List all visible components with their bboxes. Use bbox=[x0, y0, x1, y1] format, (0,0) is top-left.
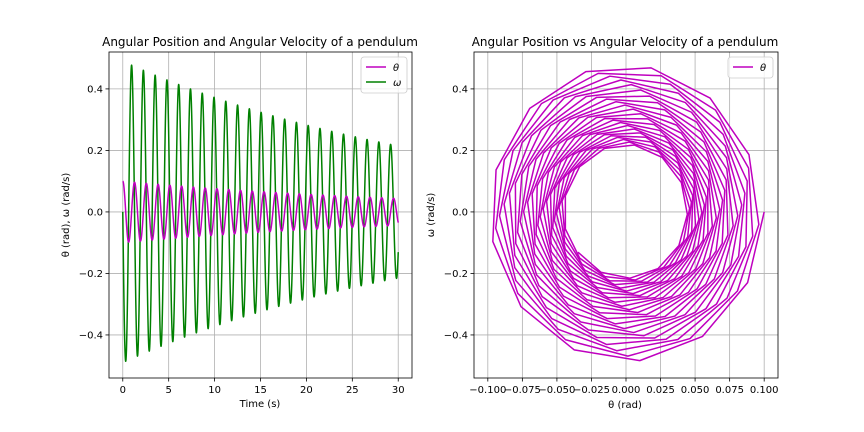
chart-left-plot bbox=[122, 64, 399, 362]
chart-right-xtick-label: −0.075 bbox=[504, 385, 541, 396]
chart-right-xtick-label: −0.100 bbox=[469, 385, 506, 396]
chart-left-ytick-label: 0.4 bbox=[87, 84, 103, 95]
chart-left-ytick-label: −0.2 bbox=[79, 269, 103, 280]
legend-box bbox=[360, 56, 408, 94]
chart-right-xtick-label: −0.050 bbox=[538, 385, 575, 396]
chart-right: Angular Position vs Angular Velocity of … bbox=[426, 35, 779, 411]
chart-right-ytick-label: 0.0 bbox=[452, 207, 468, 218]
chart-right-xlabel: θ (rad) bbox=[608, 400, 642, 411]
chart-left-ylabel: θ (rad), ω (rad/s) bbox=[61, 173, 72, 258]
chart-right-xtick-label: 0.050 bbox=[681, 385, 710, 396]
chart-left-xlabel: Time (s) bbox=[239, 399, 281, 410]
series-theta-line bbox=[122, 180, 399, 243]
chart-left-xtick-label: 20 bbox=[300, 385, 313, 396]
chart-left-xtick-label: 15 bbox=[254, 385, 267, 396]
chart-left-xtick-label: 30 bbox=[392, 385, 405, 396]
legend-label-theta: θ bbox=[393, 63, 399, 74]
chart-left-ytick-label: 0.2 bbox=[87, 146, 103, 157]
legend-label-theta: θ bbox=[760, 63, 766, 74]
chart-right-xtick-label: 0.075 bbox=[715, 385, 744, 396]
chart-left-ytick-label: 0.0 bbox=[87, 207, 103, 218]
chart-left-title: Angular Position and Angular Velocity of… bbox=[102, 35, 418, 49]
chart-left-ytick-label: −0.4 bbox=[79, 330, 103, 341]
chart-right-xtick-label: −0.025 bbox=[573, 385, 610, 396]
chart-right-xtick-label: 0.000 bbox=[612, 385, 641, 396]
chart-right-ytick-label: 0.2 bbox=[452, 146, 468, 157]
chart-right-yticks: −0.4 −0.2 0.0 0.2 0.4 bbox=[444, 84, 474, 341]
chart-left-xtick-label: 0 bbox=[120, 385, 126, 396]
chart-right-legend: θ bbox=[727, 56, 774, 79]
chart-right-ytick-label: −0.2 bbox=[444, 269, 468, 280]
series-theta-phase-line bbox=[492, 67, 765, 362]
chart-left-xticks: 0 5 10 15 20 25 30 bbox=[120, 378, 405, 396]
chart-left: Angular Position and Angular Velocity of… bbox=[61, 35, 418, 410]
chart-right-xtick-label: 0.025 bbox=[646, 385, 675, 396]
chart-left-xtick-label: 10 bbox=[208, 385, 221, 396]
chart-right-ytick-label: −0.4 bbox=[444, 330, 468, 341]
chart-right-xticks: −0.100−0.075−0.050−0.025 0.000 0.025 0.050 0… bbox=[469, 378, 779, 396]
chart-right-xtick-label: 0.100 bbox=[750, 385, 779, 396]
chart-right-ylabel: ω (rad/s) bbox=[426, 193, 437, 238]
chart-left-xtick-label: 5 bbox=[165, 385, 171, 396]
chart-right-ytick-label: 0.4 bbox=[452, 84, 468, 95]
chart-right-title: Angular Position vs Angular Velocity of … bbox=[472, 35, 779, 49]
series-omega-line bbox=[122, 64, 399, 362]
chart-left-yticks: −0.4 −0.2 0.0 0.2 0.4 bbox=[79, 84, 109, 341]
legend-label-omega: ω bbox=[393, 78, 401, 89]
chart-left-legend: θ ω bbox=[360, 56, 408, 94]
chart-left-xtick-label: 25 bbox=[346, 385, 359, 396]
chart-right-plot bbox=[492, 67, 765, 362]
